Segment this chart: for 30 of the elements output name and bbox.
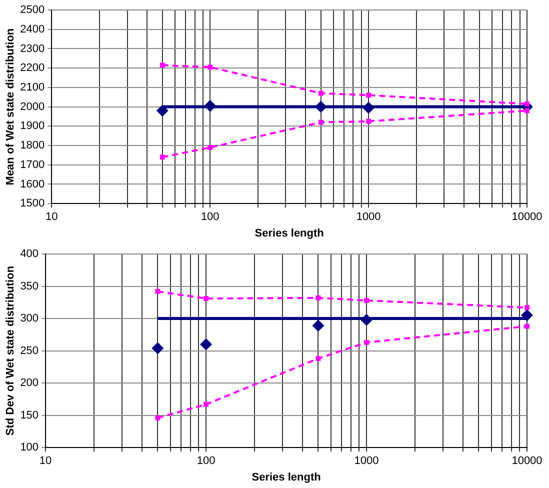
y-tick-label: 1800: [20, 140, 45, 152]
x-tick-label: 10: [39, 455, 52, 468]
y-tick-label: 2200: [20, 62, 45, 74]
y-tick-label: 2300: [20, 42, 45, 55]
y-tick-label: 2500: [20, 4, 45, 16]
x-tick-label: 10000: [512, 211, 542, 224]
y-axis-title: Mean of Wet state distribution: [4, 28, 17, 186]
y-tick-label: 2400: [20, 23, 45, 36]
y-tick-label: 350: [20, 280, 39, 292]
x-tick-label: 1000: [356, 211, 381, 224]
y-tick-label: 250: [20, 344, 39, 357]
x-tick-label: 10: [46, 211, 58, 224]
y-tick-label: 1900: [20, 120, 45, 132]
y-tick-label: 100: [20, 442, 39, 454]
y-tick-label: 150: [20, 409, 39, 422]
y-tick-label: 400: [20, 248, 39, 260]
y-axis-title: Std Dev of Wet state distribution: [4, 266, 17, 436]
y-tick-label: 2000: [20, 100, 45, 113]
y-tick-label: 2100: [20, 81, 45, 94]
x-axis-title: Series length: [252, 471, 322, 484]
x-axis-title: Series length: [254, 227, 324, 240]
x-tick-label: 100: [200, 211, 220, 224]
y-tick-label: 300: [20, 312, 39, 325]
x-tick-label: 10000: [512, 455, 542, 468]
x-tick-label: 1000: [354, 455, 379, 468]
y-tick-label: 1700: [20, 158, 45, 171]
x-tick-label: 100: [196, 455, 216, 468]
y-tick-label: 200: [20, 377, 39, 390]
y-tick-label: 1500: [20, 198, 45, 210]
y-tick-label: 1600: [20, 178, 45, 190]
